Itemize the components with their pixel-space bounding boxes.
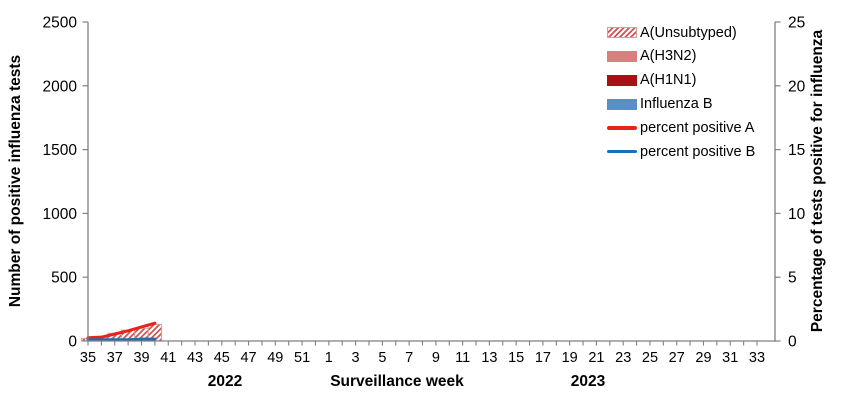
legend-label-influenza-b: Influenza B bbox=[640, 96, 713, 113]
x-tick-label-week-5: 5 bbox=[378, 350, 386, 366]
x-tick-label-week-41: 41 bbox=[160, 350, 176, 366]
legend-item-a-h1n1: A(H1N1) bbox=[607, 69, 755, 93]
x-tick-label-week-7: 7 bbox=[405, 350, 413, 366]
legend-label-a-h3n2: A(H3N2) bbox=[640, 48, 697, 65]
x-tick-label-week-27: 27 bbox=[669, 350, 685, 366]
left-tick-label: 1000 bbox=[43, 206, 78, 223]
line-percent-positive-a bbox=[86, 321, 157, 340]
year-label-2022: 2022 bbox=[208, 373, 242, 390]
legend-item-influenza-b: Influenza B bbox=[607, 92, 755, 116]
a-h1n1-swatch-icon bbox=[607, 74, 637, 86]
axes bbox=[87, 22, 776, 342]
chart-legend: A(Unsubtyped) A(H3N2) A(H1N1) Influenza … bbox=[607, 21, 755, 164]
x-tick-label-week-31: 31 bbox=[722, 350, 738, 366]
right-tick-label: 20 bbox=[788, 78, 806, 95]
left-tick-label: 500 bbox=[51, 270, 77, 287]
legend-item-percent-positive-a: percent positive A bbox=[607, 116, 755, 140]
percent-positive-a-line-icon bbox=[607, 126, 637, 130]
x-tick-label-week-13: 13 bbox=[481, 350, 497, 366]
legend-item-a-unsubtyped: A(Unsubtyped) bbox=[607, 21, 755, 45]
right-tick-label: 10 bbox=[788, 206, 806, 223]
x-tick-label-week-43: 43 bbox=[187, 350, 203, 366]
legend-item-percent-positive-b: percent positive B bbox=[607, 140, 755, 164]
legend-label-a-unsubtyped: A(Unsubtyped) bbox=[640, 24, 737, 41]
x-tick-label-week-29: 29 bbox=[695, 350, 711, 366]
x-tick-label-week-45: 45 bbox=[214, 350, 230, 366]
left-axis-title: Number of positive influenza tests bbox=[7, 55, 24, 307]
x-tick-label-week-39: 39 bbox=[133, 350, 149, 366]
x-tick-label-week-3: 3 bbox=[352, 350, 360, 366]
x-tick-label-week-23: 23 bbox=[615, 350, 631, 366]
a-h3n2-swatch-icon bbox=[607, 51, 637, 63]
percent-positive-b-line-icon bbox=[607, 150, 637, 154]
x-tick-label-week-25: 25 bbox=[642, 350, 658, 366]
legend-label-a-h1n1: A(H1N1) bbox=[640, 72, 697, 89]
x-tick-label-week-35: 35 bbox=[80, 350, 96, 366]
x-tick-label-week-9: 9 bbox=[432, 350, 440, 366]
x-tick-label-week-19: 19 bbox=[562, 350, 578, 366]
left-tick-label: 0 bbox=[68, 334, 77, 351]
x-tick-label-week-47: 47 bbox=[240, 350, 256, 366]
right-axis-title: Percentage of tests positive for influen… bbox=[809, 29, 826, 332]
legend-label-percent-positive-b: percent positive B bbox=[640, 143, 756, 160]
left-tick-label: 2000 bbox=[43, 78, 78, 95]
line-percent-positive-b bbox=[86, 337, 157, 342]
left-tick-label: 1500 bbox=[43, 142, 78, 159]
right-tick-label: 5 bbox=[788, 270, 797, 287]
legend-label-percent-positive-a: percent positive A bbox=[640, 119, 755, 136]
right-tick-label: 0 bbox=[788, 334, 797, 351]
x-tick-label-week-49: 49 bbox=[267, 350, 283, 366]
x-tick-label-week-17: 17 bbox=[535, 350, 551, 366]
x-tick-label-week-11: 11 bbox=[455, 350, 470, 366]
right-tick-label: 15 bbox=[788, 142, 805, 159]
legend-item-a-h3n2: A(H3N2) bbox=[607, 45, 755, 69]
x-tick-label-week-33: 33 bbox=[749, 350, 765, 366]
x-axis-title: Surveillance week bbox=[330, 373, 464, 390]
left-tick-label: 2500 bbox=[43, 15, 78, 32]
a-unsubtyped-swatch-icon bbox=[607, 27, 637, 39]
x-tick-label-week-37: 37 bbox=[107, 350, 123, 366]
x-tick-label-week-21: 21 bbox=[588, 350, 604, 366]
x-tick-label-week-1: 1 bbox=[325, 350, 333, 366]
right-tick-label: 25 bbox=[788, 15, 805, 32]
influenza-b-swatch-icon bbox=[607, 98, 637, 110]
year-label-2023: 2023 bbox=[571, 373, 606, 390]
x-tick-label-week-15: 15 bbox=[508, 350, 524, 366]
x-tick-label-week-51: 51 bbox=[294, 350, 310, 366]
